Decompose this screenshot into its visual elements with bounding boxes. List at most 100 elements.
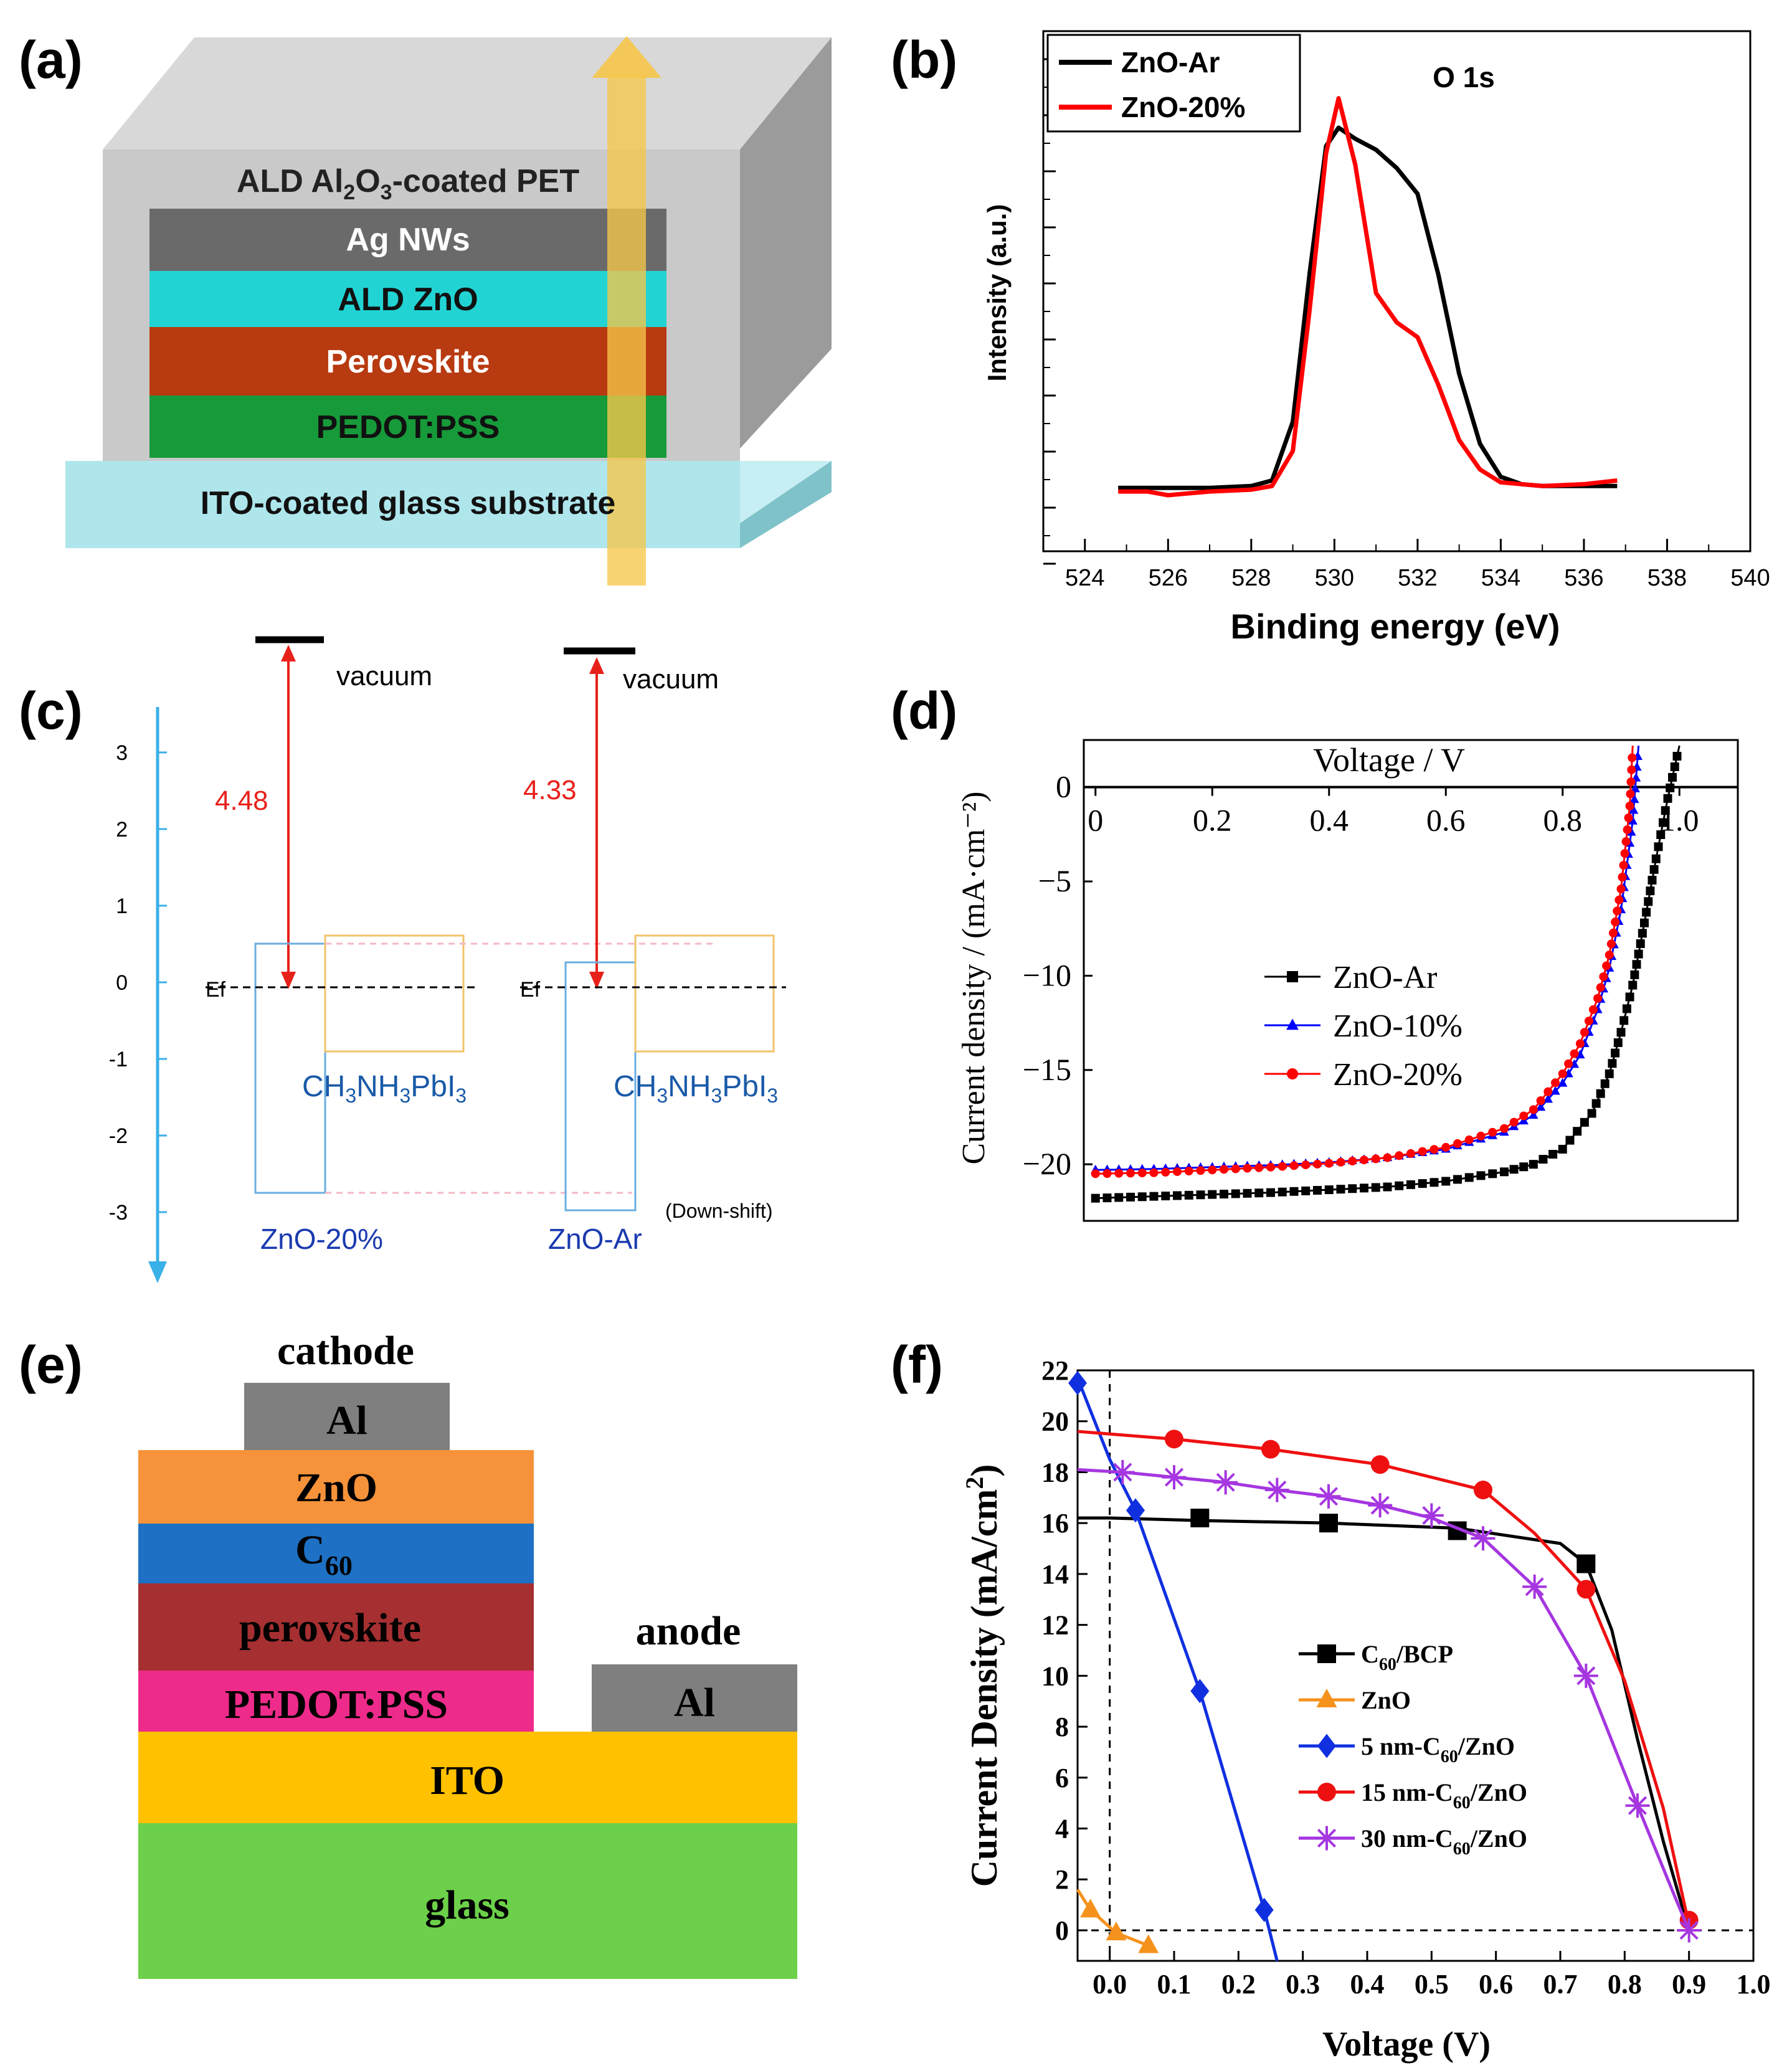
d-marker-0-3-3 <box>1301 1186 1311 1195</box>
f-ytick-label-8: 16 <box>1041 1508 1069 1539</box>
f-marker-4-10 <box>1625 1793 1650 1818</box>
d-marker-2-1-3 <box>1184 1167 1193 1176</box>
d-marker-0-7-1 <box>1509 1165 1519 1174</box>
d-marker-0-1-0 <box>1149 1192 1159 1201</box>
label-perovskite-e: perovskite <box>239 1605 421 1651</box>
d-marker-2-14-1 <box>1626 789 1635 799</box>
d-marker-0-12-1 <box>1619 1016 1629 1025</box>
gap-arrowhead-right-down <box>589 972 604 989</box>
d-marker-2-3-2 <box>1289 1161 1299 1170</box>
d-marker-0-7-0 <box>1500 1167 1509 1177</box>
b-xtick-label-0: 524 <box>1065 565 1104 591</box>
f-legend-label-1: ZnO <box>1361 1686 1411 1714</box>
chart-b-title: O 1s <box>1433 61 1495 93</box>
down-shift-note: (Down-shift) <box>665 1200 772 1222</box>
pet-top-face <box>103 37 832 149</box>
layer-pedot-pss <box>149 396 666 458</box>
d-marker-2-13-2 <box>1619 861 1628 870</box>
d-marker-2-13-3 <box>1620 849 1629 858</box>
d-legend-marker-1 <box>1286 1018 1299 1030</box>
d-marker-2-7-0 <box>1500 1124 1509 1133</box>
d-ytick-label-0: 0 <box>1056 769 1071 804</box>
d-marker-2-0-3 <box>1126 1169 1135 1178</box>
layer-zno-e <box>138 1450 534 1524</box>
d-xtick-label-1: 0.2 <box>1193 803 1232 838</box>
d-marker-0-5-4 <box>1429 1178 1439 1187</box>
d-marker-0-6-0 <box>1441 1177 1451 1186</box>
d-marker-2-13-4 <box>1621 837 1631 847</box>
d-marker-2-12-5 <box>1614 895 1624 904</box>
layer-perovskite-e <box>138 1583 534 1671</box>
f-legend-label-2: 5 nm-C60/ZnO <box>1361 1732 1515 1767</box>
gap-arrowhead-left-down <box>281 972 296 989</box>
f-legend-marker-1 <box>1316 1689 1337 1707</box>
f-marker-4-8-stroke-3 <box>1525 1577 1544 1596</box>
d-marker-2-3-0 <box>1266 1162 1275 1172</box>
panel-label-b: (b) <box>891 31 957 89</box>
d-marker-0-13-2 <box>1632 960 1641 969</box>
panel-label-a: (a) <box>19 31 83 89</box>
b-xtick-label-4: 532 <box>1398 565 1437 591</box>
label-ald-pet: ALD Al2O3-coated PET <box>237 163 579 204</box>
pet-side-face <box>740 37 832 448</box>
d-marker-0-14-4 <box>1647 876 1657 885</box>
f-legend-marker-3 <box>1317 1783 1336 1801</box>
f-series-line-0 <box>1078 1516 1691 1931</box>
energy-tick-label-6: -3 <box>109 1201 128 1225</box>
d-legend-marker-0 <box>1287 971 1298 982</box>
d-marker-0-16-4 <box>1672 752 1682 761</box>
f-marker-2-1 <box>1126 1498 1145 1523</box>
label-pedot-e: PEDOT:PSS <box>225 1682 448 1727</box>
d-marker-0-11-0 <box>1605 1069 1614 1078</box>
d-marker-2-2-4 <box>1254 1163 1264 1172</box>
chart-f-xlabel: Voltage (V) <box>1322 2025 1491 2064</box>
f-ytick-label-9: 18 <box>1041 1457 1069 1487</box>
f-marker-4-3 <box>1264 1477 1289 1502</box>
d-ytick-label-3: −15 <box>1023 1052 1071 1087</box>
d-marker-1-8-0 <box>1529 1110 1538 1119</box>
f-marker-3-3 <box>1474 1481 1492 1500</box>
layer-agnws <box>149 209 666 271</box>
d-marker-2-13-1 <box>1618 873 1627 882</box>
d-marker-2-12-1 <box>1606 939 1616 949</box>
f-legend-marker-0 <box>1317 1644 1336 1663</box>
d-marker-0-8-1 <box>1538 1155 1548 1164</box>
gap-value-left: 4.48 <box>215 785 268 816</box>
chart-f-frame <box>1076 1369 1755 1962</box>
f-legend-label-4: 30 nm-C60/ZnO <box>1361 1824 1527 1859</box>
d-legend-marker-2 <box>1287 1068 1298 1079</box>
legend-b-label-1: ZnO-20% <box>1121 91 1245 123</box>
energy-tick-label-2: 1 <box>116 894 128 918</box>
f-marker-4-11 <box>1677 1918 1702 1943</box>
d-marker-0-2-4 <box>1254 1188 1264 1198</box>
f-marker-4-6 <box>1419 1503 1444 1528</box>
layer-perovskite <box>149 327 666 396</box>
gap-value-right: 4.33 <box>523 775 577 805</box>
d-marker-2-4-1 <box>1336 1157 1345 1167</box>
d-marker-1-9-0 <box>1558 1078 1568 1087</box>
d-marker-0-9-0 <box>1558 1144 1567 1154</box>
d-marker-2-9-2 <box>1570 1049 1579 1058</box>
d-marker-2-6-1 <box>1453 1139 1462 1148</box>
d-marker-1-8-3 <box>1550 1086 1560 1095</box>
label-agnws: Ag NWs <box>346 222 470 258</box>
d-marker-2-4-4 <box>1371 1154 1380 1164</box>
d-marker-0-14-5 <box>1649 865 1659 874</box>
d-marker-2-2-0 <box>1208 1165 1217 1175</box>
glass-side-face <box>740 461 832 548</box>
d-marker-0-15-3 <box>1659 818 1667 827</box>
d-marker-0-6-1 <box>1453 1175 1462 1184</box>
d-marker-2-10-3 <box>1588 1005 1598 1014</box>
f-marker-4-4-stroke-3 <box>1319 1487 1339 1506</box>
zno-ar-band-box <box>564 961 637 1212</box>
f-xtick-label-7: 0.7 <box>1543 1969 1578 1999</box>
d-marker-2-9-0 <box>1558 1069 1567 1078</box>
chart-b-ylabel: Intensity (a.u.) <box>982 204 1012 382</box>
d-marker-0-0-3 <box>1126 1192 1135 1202</box>
layer-al-anode <box>592 1664 797 1732</box>
d-marker-2-14-4 <box>1628 753 1637 762</box>
f-marker-4-9 <box>1573 1663 1598 1688</box>
d-marker-1-14-3 <box>1630 783 1640 792</box>
f-marker-2-3 <box>1254 1897 1274 1922</box>
